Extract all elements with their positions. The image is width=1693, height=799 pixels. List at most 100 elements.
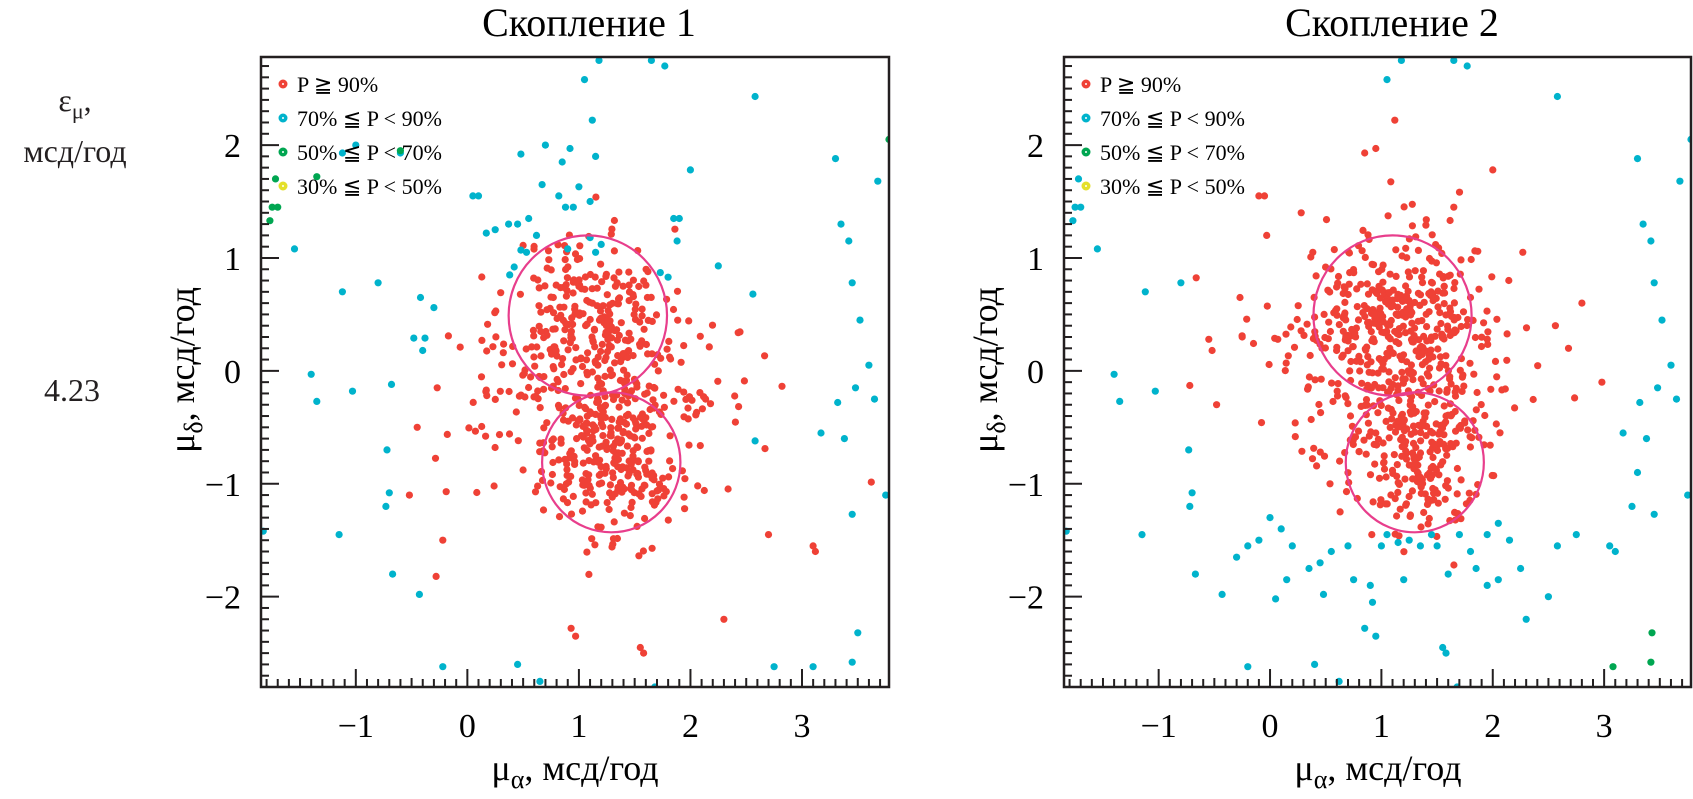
data-point bbox=[635, 552, 643, 560]
data-point bbox=[1453, 464, 1461, 473]
data-point bbox=[681, 475, 689, 483]
data-point bbox=[606, 310, 614, 318]
data-point bbox=[700, 486, 708, 495]
data-point bbox=[845, 237, 853, 245]
data-point bbox=[266, 217, 274, 225]
data-point bbox=[1244, 542, 1252, 550]
data-point bbox=[588, 368, 597, 376]
data-point bbox=[653, 487, 661, 495]
data-point bbox=[1452, 384, 1460, 392]
data-point bbox=[617, 482, 625, 490]
data-point bbox=[572, 344, 580, 352]
data-point bbox=[629, 293, 638, 301]
data-point bbox=[1353, 303, 1361, 311]
data-point bbox=[442, 488, 450, 496]
data-point bbox=[1385, 434, 1393, 442]
data-point bbox=[1421, 358, 1429, 366]
data-point bbox=[1427, 346, 1435, 354]
legend-marker-center bbox=[282, 185, 284, 187]
data-point bbox=[604, 316, 612, 324]
data-point bbox=[1423, 370, 1431, 378]
data-point bbox=[1471, 333, 1479, 342]
data-point bbox=[1435, 471, 1443, 479]
data-point bbox=[1639, 220, 1647, 228]
data-point bbox=[1427, 336, 1435, 344]
data-point bbox=[1417, 481, 1425, 489]
data-point bbox=[473, 488, 481, 497]
data-point bbox=[578, 476, 587, 484]
data-point bbox=[1494, 519, 1502, 527]
data-point bbox=[1451, 279, 1459, 287]
data-point bbox=[415, 590, 423, 599]
data-point bbox=[848, 279, 856, 287]
data-point bbox=[1422, 310, 1430, 318]
data-point bbox=[484, 320, 492, 328]
y-tick-label: 2 bbox=[1027, 128, 1044, 165]
data-point bbox=[638, 305, 646, 313]
data-point bbox=[1519, 248, 1527, 256]
data-point bbox=[638, 485, 646, 493]
data-point bbox=[581, 285, 589, 293]
data-point bbox=[598, 380, 606, 388]
data-point bbox=[1428, 231, 1436, 239]
data-point bbox=[1208, 346, 1216, 355]
data-point bbox=[1274, 335, 1282, 343]
data-point bbox=[597, 405, 605, 413]
data-point bbox=[1444, 411, 1452, 419]
data-point bbox=[1444, 484, 1452, 492]
data-point bbox=[1432, 259, 1440, 267]
data-point bbox=[1380, 459, 1388, 467]
data-point bbox=[1338, 353, 1346, 361]
data-point bbox=[492, 307, 500, 315]
data-point bbox=[680, 413, 688, 421]
epsilon-symbol: ε bbox=[58, 82, 72, 118]
data-point bbox=[496, 387, 504, 395]
data-point bbox=[1395, 339, 1403, 348]
data-point bbox=[1511, 404, 1519, 412]
data-point bbox=[1305, 564, 1313, 573]
data-point bbox=[545, 256, 553, 264]
data-point bbox=[720, 615, 728, 623]
data-point bbox=[1233, 553, 1241, 561]
data-point bbox=[1411, 267, 1419, 275]
x-axis-label: μα, мсд/год bbox=[1294, 748, 1461, 794]
data-point bbox=[623, 442, 632, 450]
data-point bbox=[1365, 318, 1373, 326]
data-point bbox=[562, 281, 570, 289]
data-point bbox=[444, 332, 452, 340]
data-point bbox=[1415, 453, 1423, 461]
data-point bbox=[1238, 333, 1246, 341]
data-point bbox=[514, 660, 522, 669]
data-point bbox=[663, 345, 671, 353]
data-point bbox=[639, 547, 648, 555]
data-point bbox=[626, 511, 634, 520]
data-point bbox=[1422, 221, 1430, 229]
data-point bbox=[584, 349, 592, 357]
data-point bbox=[1450, 57, 1458, 64]
data-point bbox=[644, 316, 652, 324]
data-point bbox=[595, 480, 603, 488]
data-point bbox=[694, 482, 702, 490]
data-point bbox=[1379, 278, 1387, 286]
data-point bbox=[1418, 273, 1426, 281]
data-point bbox=[517, 391, 525, 399]
data-point bbox=[591, 343, 599, 351]
data-point bbox=[1358, 247, 1366, 255]
y-axis-label-mu: μ bbox=[162, 434, 202, 453]
data-point bbox=[1403, 292, 1411, 300]
data-point bbox=[571, 250, 580, 258]
data-point bbox=[439, 663, 447, 671]
data-point bbox=[1395, 396, 1403, 404]
data-point bbox=[645, 457, 653, 465]
data-point bbox=[1418, 279, 1427, 287]
data-point bbox=[1483, 335, 1491, 343]
y-tick-label: 1 bbox=[224, 241, 241, 278]
data-point bbox=[1326, 288, 1334, 296]
data-point bbox=[514, 220, 522, 228]
data-point bbox=[1544, 593, 1552, 601]
data-point bbox=[638, 312, 646, 320]
data-point bbox=[1348, 325, 1356, 334]
data-point bbox=[1374, 435, 1382, 443]
data-point bbox=[1265, 360, 1273, 369]
data-point bbox=[734, 329, 742, 337]
